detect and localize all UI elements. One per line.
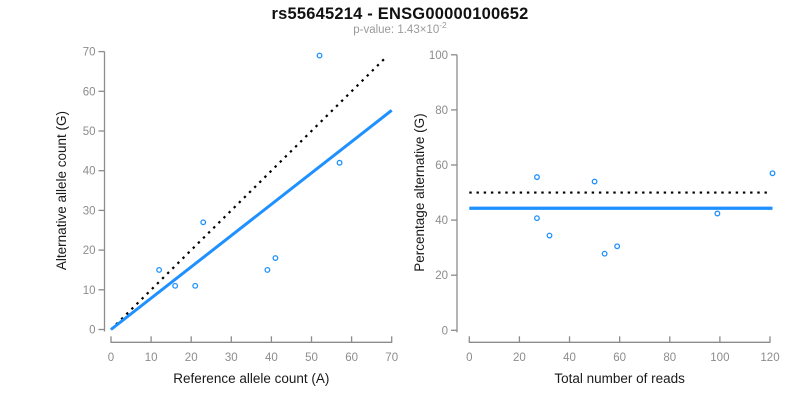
data-point: [714, 210, 721, 217]
x-tick-label: 20: [513, 352, 526, 364]
x-tick-label: 30: [225, 352, 238, 364]
x-tick-label: 0: [466, 352, 472, 364]
y-tick-label: 30: [83, 205, 96, 217]
data-point: [591, 178, 598, 185]
y-tick-label: 0: [89, 325, 95, 337]
x-tick-label: 40: [563, 352, 576, 364]
data-point: [316, 52, 323, 59]
data-point: [601, 250, 608, 257]
figure-subtitle: p-value: 1.43×10-2: [0, 21, 800, 36]
y-axis-title: Alternative allele count (G): [54, 111, 69, 270]
x-tick-label: 60: [345, 352, 358, 364]
data-point: [264, 267, 271, 273]
y-tick-label: 10: [83, 285, 96, 297]
panel-allele-count-scatter: 0 10 20 30 40 50 60 70 0 10 20 30 40 50 60 70 Reference …: [54, 47, 398, 386]
x-tick-label: 80: [663, 352, 676, 364]
y-tick-label: 100: [429, 50, 448, 62]
y-tick-label: 40: [435, 215, 448, 227]
data-point: [336, 159, 343, 166]
y-tick-label: 20: [83, 245, 96, 257]
y-tick-label: 40: [83, 166, 96, 178]
x-tick-label: 100: [710, 352, 729, 364]
x-tick-label: 20: [185, 352, 198, 364]
data-point: [534, 174, 540, 181]
y-tick-label: 20: [435, 270, 448, 282]
y-tick-label: 60: [83, 86, 96, 98]
y-tick-label: 60: [435, 160, 448, 172]
y-axis-title: Percentage alternative (G): [412, 113, 427, 271]
x-tick-label: 60: [613, 352, 626, 364]
x-tick-label: 10: [145, 352, 158, 364]
data-point: [192, 282, 199, 289]
data-point: [546, 232, 553, 239]
pvalue-value: 1.43×10: [397, 24, 440, 36]
pvalue-label: p-value:: [353, 24, 398, 36]
x-tick-label: 70: [385, 352, 398, 364]
data-point: [172, 282, 179, 289]
data-point: [614, 243, 621, 250]
identity-line: [110, 55, 388, 331]
data-point: [534, 215, 540, 222]
y-tick-label: 50: [83, 126, 96, 138]
x-axis-title: Total number of reads: [554, 371, 685, 386]
x-tick-label: 40: [265, 352, 278, 364]
data-point: [272, 255, 279, 261]
x-tick-label: 120: [760, 352, 779, 364]
x-tick-label: 50: [305, 352, 318, 364]
data-point: [156, 267, 163, 273]
y-tick-label: 80: [435, 105, 448, 117]
fit-line: [110, 109, 393, 331]
figure-title: rs55645214 - ENSG00000100652: [271, 5, 529, 23]
data-point: [200, 219, 207, 226]
y-tick-label: 70: [83, 47, 96, 59]
data-point: [769, 170, 776, 177]
panel-percentage-vs-reads-scatter: 0 20 40 60 80 100 0 20 40 60 80 100 120 Total number …: [412, 50, 780, 386]
y-tick-label: 0: [442, 325, 448, 337]
x-axis-title: Reference allele count (A): [173, 371, 329, 386]
pvalue-exponent: -2: [439, 20, 447, 31]
x-tick-label: 0: [108, 352, 114, 364]
